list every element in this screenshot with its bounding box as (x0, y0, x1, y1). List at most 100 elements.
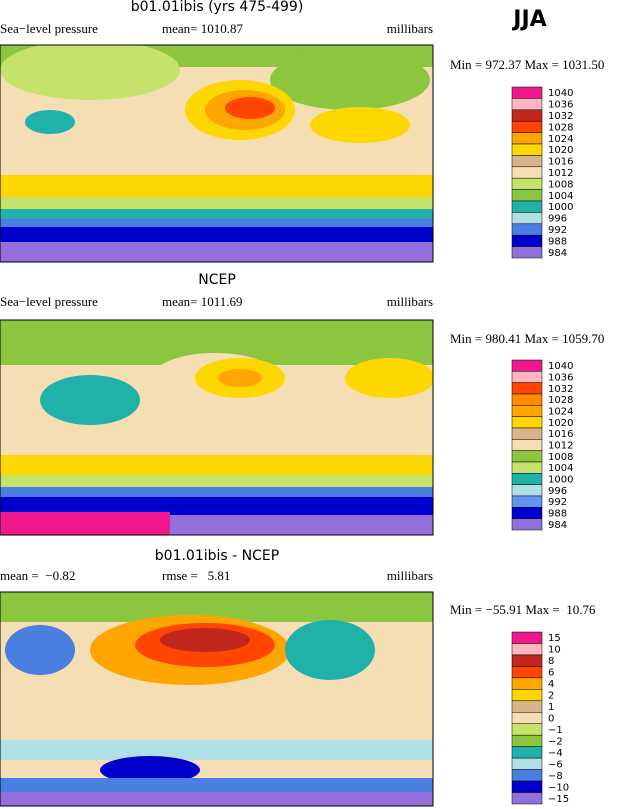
stat-label: mean= 1011.69 (162, 294, 243, 309)
colorbar-box (511, 631, 543, 644)
left-label: Sea−level pressure (0, 21, 98, 36)
colorbar-label: 1 (548, 702, 554, 713)
colorbar-box (511, 507, 543, 519)
colorbar-label: 1016 (548, 429, 573, 440)
colorbar-label: 984 (548, 248, 567, 259)
colorbar-box (511, 120, 543, 133)
colorbar-box (511, 654, 543, 667)
colorbar-label: 1000 (548, 202, 573, 213)
colorbar-box (511, 484, 543, 497)
panel-title: b01.01ibis (yrs 475-499) (131, 0, 304, 15)
colorbar-label: 1008 (548, 452, 573, 463)
colorbar-box (511, 416, 543, 429)
min-max: Min = 972.37 Max = 1031.50 (450, 57, 604, 72)
colorbar-box (511, 371, 543, 383)
left-label: mean = −0.82 (0, 568, 75, 583)
map-1 (0, 45, 433, 262)
colorbar-label: 1032 (548, 111, 573, 122)
colorbar-label: 988 (548, 509, 567, 520)
colorbar-box (511, 132, 543, 145)
map-frame (0, 591, 434, 807)
units-label: millibars (387, 21, 433, 36)
colorbar-label: 1020 (548, 145, 573, 156)
colorbar-box (511, 700, 543, 713)
colorbar-label: 10 (548, 645, 561, 656)
colorbar-box (511, 427, 543, 440)
colorbar-label: 988 (548, 236, 567, 247)
colorbar-box (511, 98, 543, 111)
colorbar-label: 992 (548, 225, 567, 236)
colorbar-label: 15 (548, 633, 561, 644)
colorbar-box (511, 495, 543, 508)
colorbar-box (511, 439, 543, 451)
colorbar-label: 1020 (548, 418, 573, 429)
colorbar-box (511, 246, 543, 259)
season-title: JJA (511, 7, 546, 32)
colorbar-box (511, 166, 543, 179)
stat-label: mean= 1010.87 (162, 21, 243, 36)
colorbar-label: −2 (548, 736, 563, 747)
units-label: millibars (387, 294, 433, 309)
colorbar-box (511, 689, 543, 702)
map-frame (0, 44, 434, 263)
colorbar-label: 996 (548, 214, 567, 225)
colorbar-box (511, 666, 543, 679)
colorbar-label: 1040 (548, 361, 573, 372)
colorbar-label: 1032 (548, 384, 573, 395)
colorbar-box (511, 769, 543, 782)
colorbar-label: 1028 (548, 122, 573, 133)
colorbar-label: 992 (548, 497, 567, 508)
colorbar-box (511, 746, 543, 759)
colorbar-box (511, 86, 543, 99)
colorbar-label: −6 (548, 759, 563, 770)
colorbar-label: 8 (548, 656, 554, 667)
colorbar-label: 6 (548, 668, 554, 679)
colorbar-box (511, 450, 543, 463)
colorbar-label: −1 (548, 725, 563, 736)
colorbar-label: 1000 (548, 475, 573, 486)
panel-title: NCEP (198, 272, 236, 288)
colorbar-label: 1012 (548, 441, 573, 452)
colorbar-box (511, 677, 543, 690)
colorbar-box (511, 518, 543, 531)
colorbar-label: 1004 (548, 463, 573, 474)
colorbar-label: 4 (548, 679, 554, 690)
colorbar-box (511, 792, 543, 805)
colorbar-box (511, 473, 543, 485)
colorbar-box (511, 212, 543, 225)
map-2 (0, 320, 433, 535)
colorbar-label: −4 (548, 748, 563, 759)
colorbar-box (511, 461, 543, 474)
colorbar-box (511, 143, 543, 156)
colorbar-box (511, 200, 543, 213)
colorbar-label: 1036 (548, 373, 573, 384)
colorbar-box (511, 359, 543, 372)
colorbar-label: 1024 (548, 134, 573, 145)
colorbar-box (511, 155, 543, 168)
colorbar-label: 1040 (548, 88, 573, 99)
colorbar-label: 984 (548, 520, 567, 531)
colorbar-label: 1004 (548, 191, 573, 202)
min-max: Min = 980.41 Max = 1059.70 (450, 331, 604, 346)
colorbar-label: 2 (548, 691, 554, 702)
colorbar-box (511, 393, 543, 406)
colorbar-label: 1036 (548, 100, 573, 111)
colorbar-label: 1028 (548, 395, 573, 406)
left-label: Sea−level pressure (0, 294, 98, 309)
colorbar-box (511, 223, 543, 236)
colorbar-box (511, 757, 543, 770)
colorbar-box (511, 189, 543, 202)
colorbar-box (511, 723, 543, 736)
map-frame (0, 319, 434, 536)
colorbar-box (511, 734, 543, 747)
colorbar-label: −10 (548, 782, 569, 793)
colorbar-label: 1024 (548, 407, 573, 418)
colorbar-box (511, 780, 543, 793)
colorbar-box (511, 712, 543, 724)
colorbar-box (511, 643, 543, 656)
colorbar-label: 996 (548, 486, 567, 497)
stat-label: rmse = 5.81 (162, 568, 230, 583)
colorbar-label: 1016 (548, 157, 573, 168)
